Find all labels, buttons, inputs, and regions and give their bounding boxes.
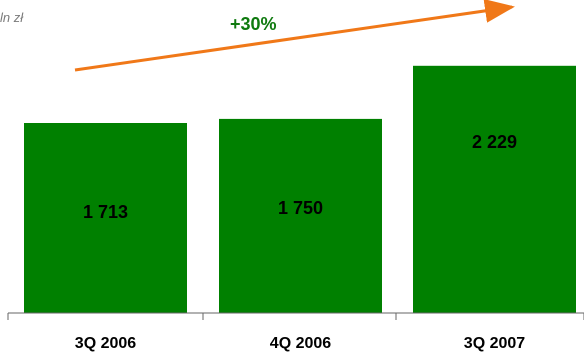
bars-group: 1 713 1 750 2 229 (24, 65, 576, 314)
bar-value-label: 2 229 (472, 132, 517, 152)
bar-value-label: 1 750 (278, 198, 323, 218)
bar-value-label: 1 713 (83, 202, 128, 222)
x-axis: 3Q 2006 4Q 2006 3Q 2007 (7, 312, 584, 352)
unit-label: ln zł (0, 10, 24, 25)
growth-label: +30% (230, 14, 277, 34)
bar-3q-2006 (24, 123, 187, 313)
x-tick-label: 3Q 2007 (464, 335, 525, 352)
bar-4q-2006 (219, 118, 382, 314)
x-tick-label: 3Q 2006 (75, 335, 136, 352)
x-tick-label: 4Q 2006 (270, 335, 331, 352)
bar-3q-2007 (413, 65, 576, 313)
growth-arrow (74, 0, 515, 72)
